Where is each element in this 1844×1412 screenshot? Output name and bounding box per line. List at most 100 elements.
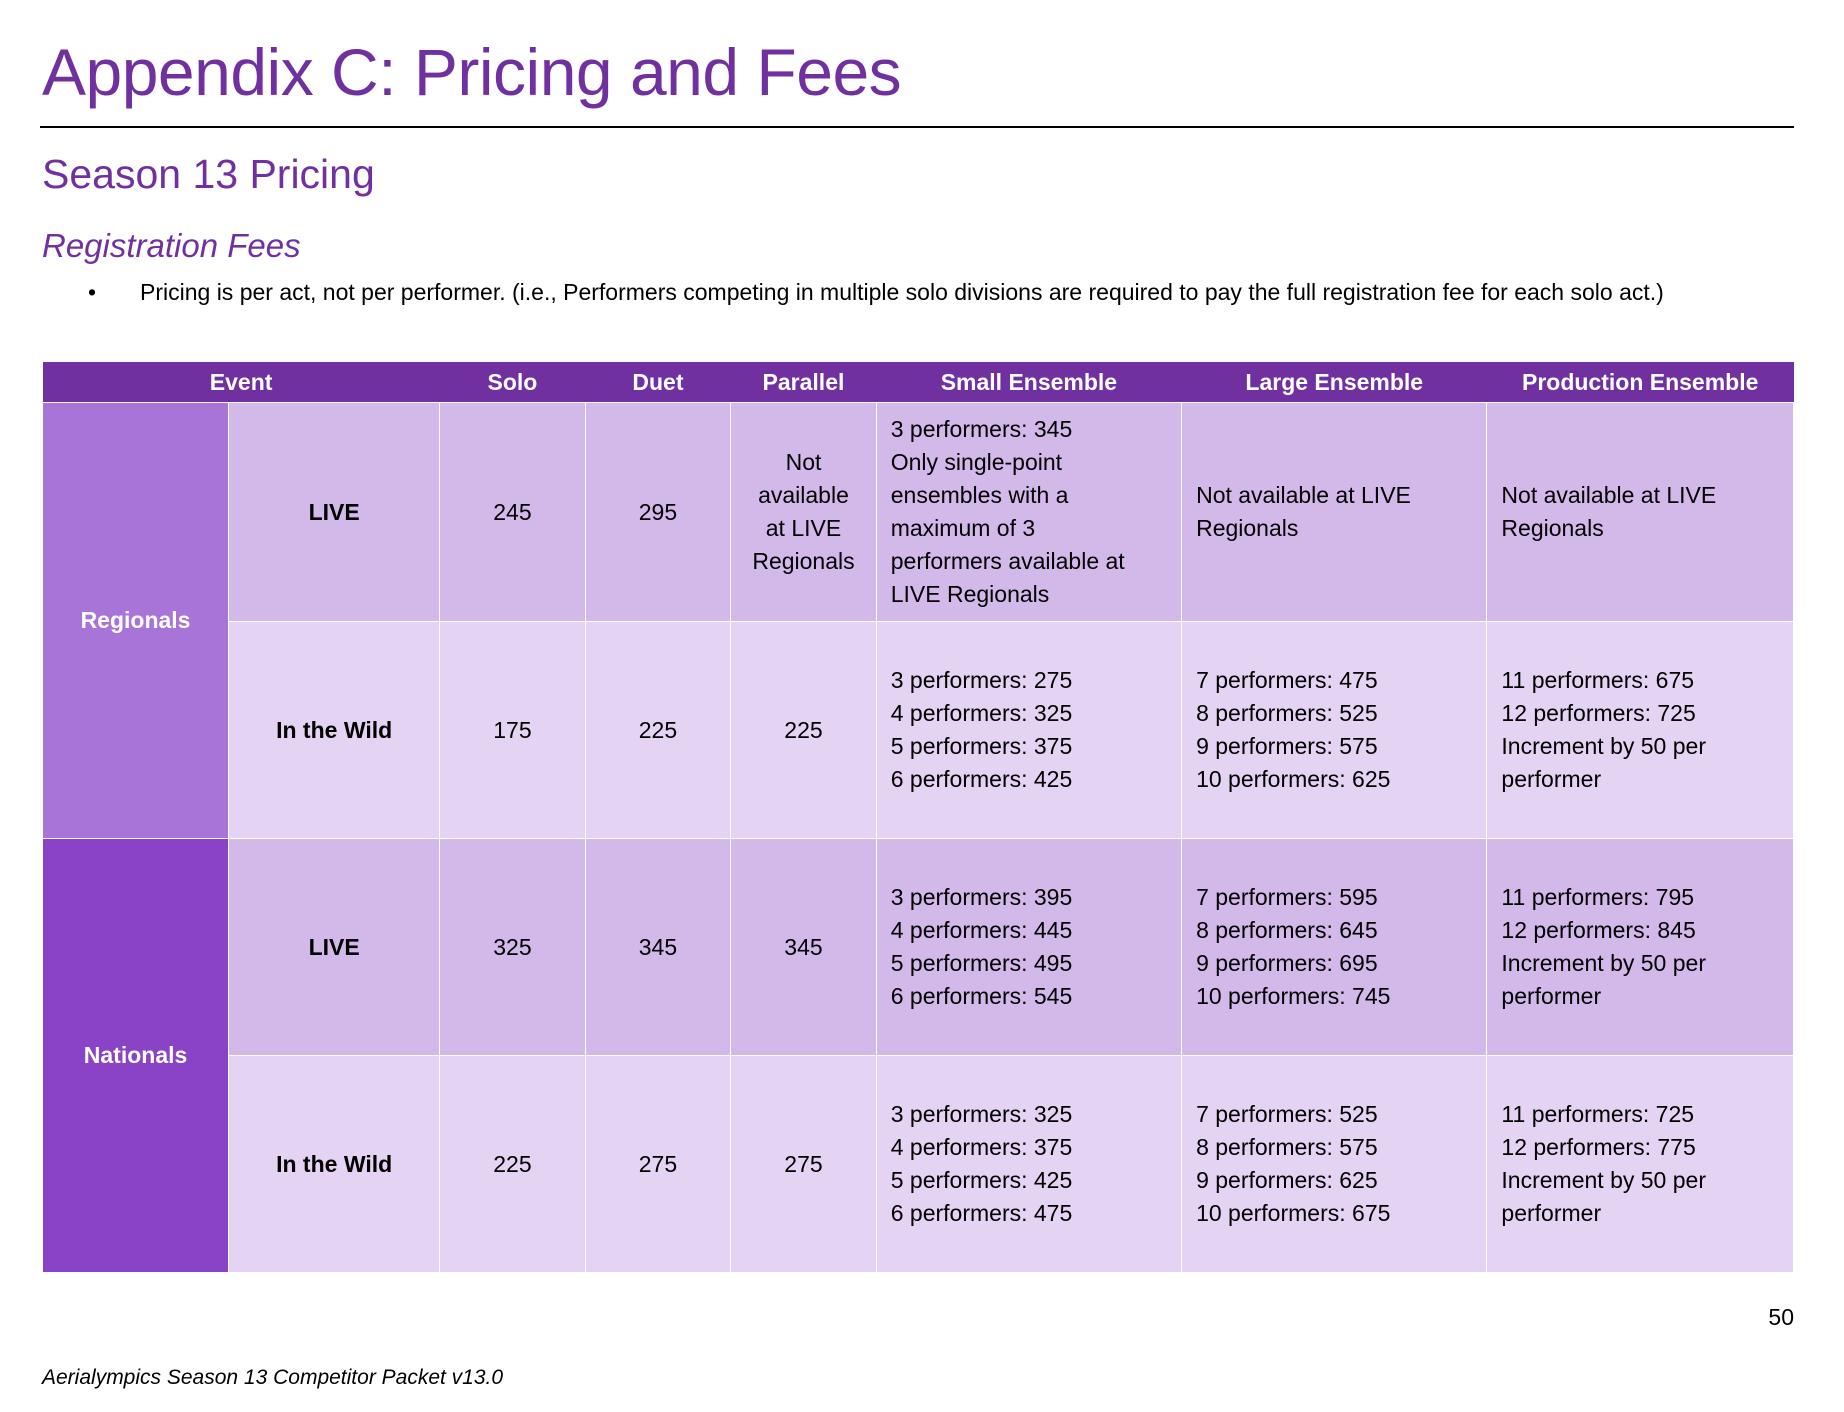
cell-line: Not [785,449,822,475]
cell-line: 5 performers: 425 [890,1167,1073,1193]
cell-line: 225 [784,716,823,743]
section-heading: Season 13 Pricing [42,151,375,197]
cell-line: 10 performers: 675 [1196,1200,1391,1226]
bullet-text: Pricing is per act, not per performer. (… [140,279,1664,305]
cell-line: Regionals [752,548,855,574]
table-header-row: Event Solo Duet Parallel Small Ensemble … [42,362,1794,403]
cell-line: Regionals [1196,515,1299,541]
solo-price: 245 [439,402,586,622]
mode-label: In the Wild [228,621,441,839]
cell-line: LIVE Regionals [890,581,1050,607]
cell-line: 11 performers: 675 [1501,667,1695,693]
cell-line: 9 performers: 695 [1196,950,1378,976]
cell-line: 11 performers: 725 [1501,1101,1695,1127]
cell-line: 11 performers: 795 [1501,884,1695,910]
cell-line: 7 performers: 595 [1196,884,1378,910]
cell-line: 275 [784,1150,823,1177]
cell-line: 6 performers: 475 [890,1200,1073,1226]
large-ensemble-price: 7 performers: 595 8 performers: 645 9 pe… [1181,838,1488,1056]
cell-line: at LIVE [765,515,842,541]
group-label-regionals: Regionals [41,402,230,839]
cell-line: maximum of 3 [890,515,1036,541]
cell-line: 6 performers: 545 [890,983,1073,1009]
cell-line: 3 performers: 275 [890,667,1073,693]
cell-line: 12 performers: 845 [1501,917,1696,943]
table-row: Nationals LIVE 325 345 345 3 performers:… [41,838,1794,1273]
solo-price: 325 [439,838,586,1056]
cell-line: 10 performers: 745 [1196,983,1391,1009]
small-ensemble-price: 3 performers: 345 Only single-point ense… [875,402,1183,622]
table-row: In the Wild 175 225 225 3 performers: 27… [43,621,1794,839]
footer-text: Aerialympics Season 13 Competitor Packet… [42,1366,504,1389]
small-ensemble-price: 3 performers: 395 4 performers: 445 5 pe… [875,838,1183,1056]
cell-line: 12 performers: 775 [1501,1134,1696,1160]
header-duet: Duet [585,362,731,403]
header-parallel: Parallel [730,362,877,403]
mode-label: In the Wild [228,1055,441,1273]
bullet-icon: • [88,279,97,305]
cell-line: performer [1501,983,1602,1009]
large-ensemble-price: Not available at LIVE Regionals [1181,402,1488,622]
table-row: Regionals LIVE 245 295 Not available at … [41,402,1794,839]
cell-line: 5 performers: 375 [890,733,1073,759]
parallel-price: 275 [730,1055,877,1273]
cell-line: available [758,482,849,508]
cell-line: 7 performers: 525 [1196,1101,1378,1127]
cell-line: 8 performers: 575 [1196,1134,1378,1160]
small-ensemble-price: 3 performers: 325 4 performers: 375 5 pe… [875,1055,1183,1273]
duet-price: 225 [584,621,732,839]
parallel-price: 345 [730,838,877,1056]
production-ensemble-price: Not available at LIVE Regionals [1486,402,1794,622]
cell-line: 5 performers: 495 [890,950,1073,976]
cell-line: 4 performers: 375 [890,1134,1073,1160]
header-large-ensemble: Large Ensemble [1181,362,1487,403]
production-ensemble-price: 11 performers: 725 12 performers: 775 In… [1486,1055,1794,1273]
cell-line: 10 performers: 625 [1196,766,1391,792]
duet-price: 275 [584,1055,732,1273]
page-number: 50 [1768,1304,1794,1330]
cell-line: Only single-point [890,449,1063,475]
parallel-price: Not available at LIVE Regionals [730,402,877,622]
table-row: In the Wild 225 275 275 3 performers: 32… [43,1055,1794,1273]
cell-line: Not available at LIVE [1501,482,1717,508]
cell-line: Increment by 50 per [1501,950,1706,976]
cell-line: 3 performers: 325 [890,1101,1073,1127]
cell-line: 4 performers: 325 [890,700,1073,726]
cell-line: Regionals [1501,515,1604,541]
solo-price: 225 [439,1055,586,1273]
cell-line: Not available at LIVE [1196,482,1411,508]
cell-line: Increment by 50 per [1501,1167,1706,1193]
cell-line: performer [1501,766,1602,792]
solo-price: 175 [439,621,586,839]
mode-label: LIVE [228,838,441,1056]
cell-line: 8 performers: 645 [1196,917,1378,943]
mode-label: LIVE [228,402,441,622]
cell-line: 9 performers: 625 [1196,1167,1378,1193]
cell-line: 3 performers: 345 [890,416,1073,442]
production-ensemble-price: 11 performers: 675 12 performers: 725 In… [1486,621,1794,839]
header-small-ensemble: Small Ensemble [876,362,1182,403]
cell-line: 12 performers: 725 [1501,700,1696,726]
header-production-ensemble: Production Ensemble [1486,362,1794,403]
cell-line: performers available at [890,548,1125,574]
cell-line: 7 performers: 475 [1196,667,1378,693]
production-ensemble-price: 11 performers: 795 12 performers: 845 In… [1486,838,1794,1056]
group-label-nationals: Nationals [41,838,230,1273]
cell-line: 8 performers: 525 [1196,700,1378,726]
pricing-table: Event Solo Duet Parallel Small Ensemble … [41,362,1794,1273]
duet-price: 295 [584,402,732,622]
duet-price: 345 [584,838,732,1056]
cell-line: performer [1501,1200,1602,1226]
cell-line: ensembles with a [890,482,1069,508]
page-title: Appendix C: Pricing and Fees [42,35,902,109]
cell-line: 6 performers: 425 [890,766,1073,792]
cell-line: 3 performers: 395 [890,884,1073,910]
small-ensemble-price: 3 performers: 275 4 performers: 325 5 pe… [875,621,1183,839]
cell-line: 4 performers: 445 [890,917,1073,943]
parallel-price: 225 [730,621,877,839]
subsection-heading: Registration Fees [42,227,301,264]
title-divider [40,126,1794,128]
cell-line: Increment by 50 per [1501,733,1706,759]
cell-line: 345 [784,933,823,960]
large-ensemble-price: 7 performers: 475 8 performers: 525 9 pe… [1181,621,1488,839]
